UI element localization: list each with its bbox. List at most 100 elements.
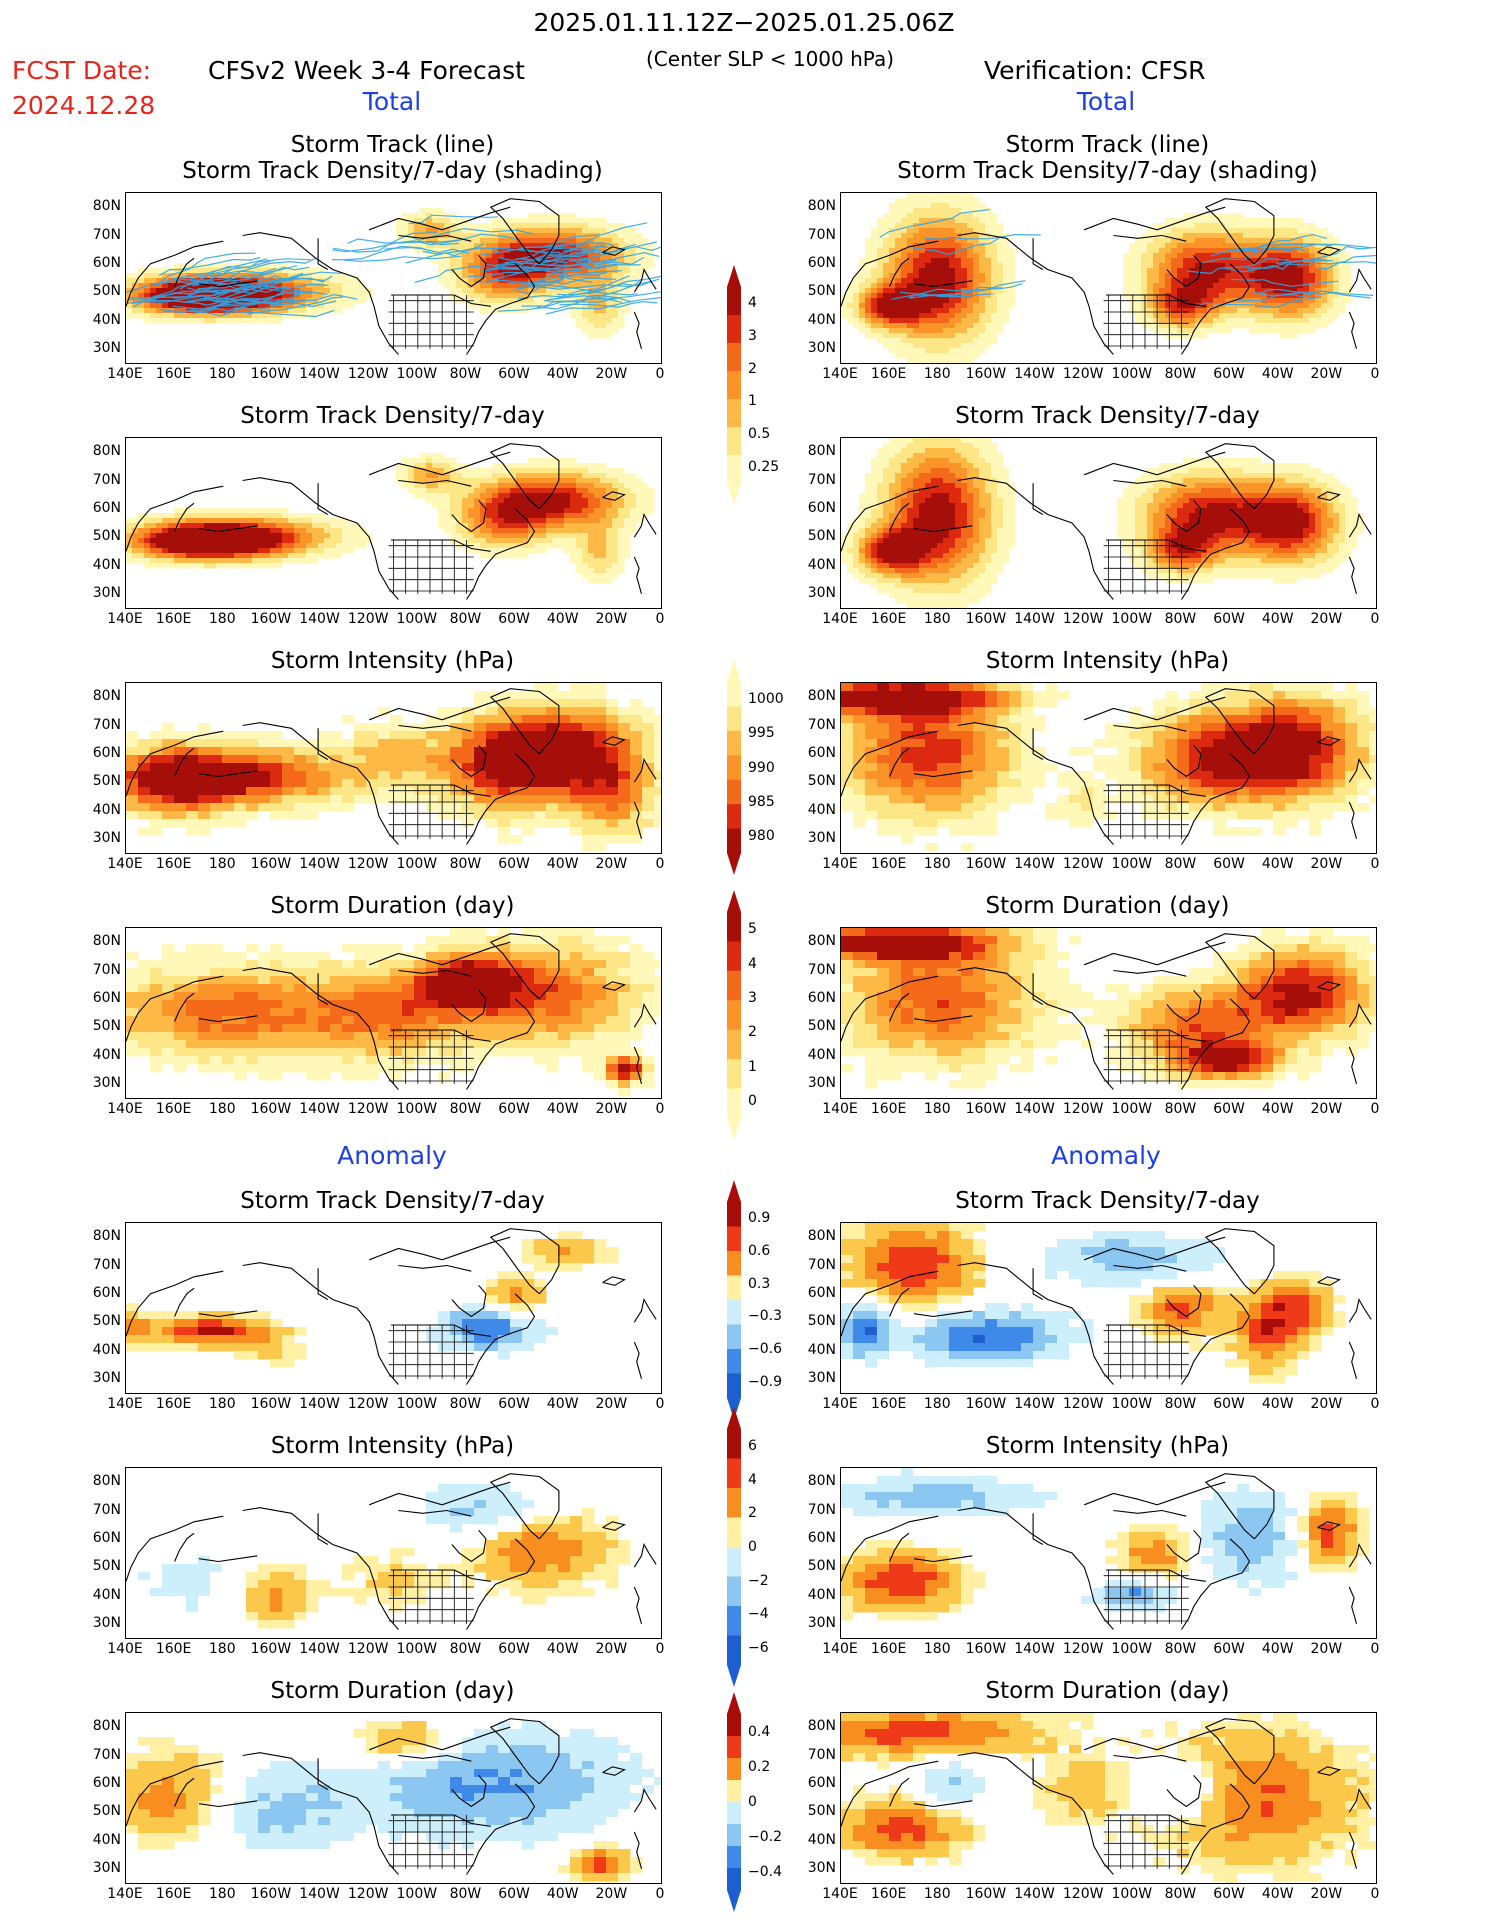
lat-label: 70N <box>807 1501 836 1518</box>
lon-label: 120W <box>347 1396 389 1412</box>
lat-label: 40N <box>807 311 836 328</box>
colorbar-tick-label: 3 <box>748 989 757 1006</box>
lat-label: 40N <box>92 1831 121 1848</box>
lon-label: 140W <box>299 1886 340 1902</box>
state-boundaries <box>1103 785 1189 839</box>
lon-label: 120W <box>1062 1641 1104 1657</box>
lon-label: 60W <box>1213 856 1245 872</box>
lon-label: 40W <box>1261 1101 1294 1117</box>
colorbar-intensity_anom <box>726 1407 742 1691</box>
lon-label: 140E <box>822 1641 858 1657</box>
shaded-field <box>126 683 661 852</box>
shaded-field <box>841 1223 1346 1384</box>
shaded-field <box>126 1713 661 1883</box>
lon-label: 140W <box>1014 1101 1055 1117</box>
state-boundaries <box>388 295 474 349</box>
colorbar-tick-label: 0.25 <box>748 458 780 475</box>
lon-label: 80W <box>449 1641 482 1657</box>
lon-label: 180 <box>923 1886 951 1902</box>
lon-label: 160E <box>155 611 192 627</box>
lon-label: 140W <box>299 1641 340 1657</box>
lon-label: 0 <box>1370 1396 1380 1412</box>
lon-label: 60W <box>498 1641 530 1657</box>
lat-label: 60N <box>92 499 121 516</box>
lon-label: 100W <box>396 1886 438 1902</box>
lon-label: 100W <box>1111 366 1153 382</box>
lon-label: 160W <box>250 1101 292 1117</box>
lon-label: 160E <box>155 366 192 382</box>
map-panel-right-duration <box>840 927 1377 1099</box>
panel-title: Storm Track (line) <box>1005 132 1210 158</box>
lat-label: 60N <box>807 499 836 516</box>
colorbar-tick-label: 0.6 <box>748 1243 771 1259</box>
lon-label: 160W <box>250 1886 292 1902</box>
lat-label: 50N <box>807 773 836 790</box>
lon-label: 120W <box>1062 856 1104 872</box>
colorbar-tick-label: 2 <box>748 360 757 377</box>
lon-label: 40W <box>546 611 579 627</box>
lon-label: 40W <box>546 1641 579 1657</box>
lat-label: 30N <box>807 1074 836 1091</box>
lon-label: 100W <box>1111 1641 1153 1657</box>
lat-label: 70N <box>92 226 121 243</box>
state-boundaries <box>388 785 474 839</box>
lat-label: 50N <box>92 1558 121 1575</box>
lon-label: 20W <box>595 366 628 382</box>
lon-label: 40W <box>1261 611 1294 627</box>
lon-label: 180 <box>923 611 951 627</box>
lat-label: 70N <box>92 1501 121 1518</box>
fcst-date-label: FCST Date: <box>12 56 152 85</box>
lat-label: 30N <box>807 1614 836 1631</box>
lat-label: 50N <box>807 283 836 300</box>
lat-label: 70N <box>807 1256 836 1273</box>
lat-label: 40N <box>807 1341 836 1358</box>
lon-label: 140E <box>822 366 858 382</box>
lat-label: 60N <box>807 1774 836 1791</box>
map-panel-right-aintensity <box>840 1467 1377 1639</box>
lon-label: 180 <box>208 1101 236 1117</box>
total-label-left: Total <box>362 87 422 116</box>
map-panel-right-aduration <box>840 1712 1377 1884</box>
lon-label: 180 <box>923 856 951 872</box>
lon-label: 140W <box>299 1396 340 1412</box>
lon-label: 160E <box>870 611 907 627</box>
lat-label: 30N <box>92 1859 121 1876</box>
lon-label: 0 <box>1370 366 1380 382</box>
colorbar-tick-label: 0 <box>748 1794 757 1810</box>
lat-label: 70N <box>807 471 836 488</box>
lon-label: 140W <box>1014 1886 1055 1902</box>
lon-label: 140W <box>299 1101 340 1117</box>
shaded-field <box>841 193 1352 363</box>
lat-label: 80N <box>92 1473 121 1490</box>
map-panel-left-density <box>125 437 662 609</box>
lon-label: 160E <box>870 1101 907 1117</box>
lat-label: 30N <box>92 829 121 846</box>
colorbar-tick-label: −4 <box>748 1606 769 1623</box>
anomaly-label-right: Anomaly <box>1051 1141 1161 1170</box>
lat-label: 50N <box>92 283 121 300</box>
fcst-date-value: 2024.12.28 <box>12 91 156 120</box>
colorbar-tick-label: 0 <box>748 1092 757 1109</box>
lon-label: 40W <box>546 366 579 382</box>
lat-label: 40N <box>92 1341 121 1358</box>
panel-title: Storm Duration (day) <box>985 1678 1230 1704</box>
coastline-outline <box>841 443 1372 600</box>
lon-label: 0 <box>655 1886 665 1902</box>
lon-label: 20W <box>595 1886 628 1902</box>
coastline-outline <box>126 443 657 600</box>
lon-label: 40W <box>546 1886 579 1902</box>
lon-label: 80W <box>449 1396 482 1412</box>
lon-label: 140W <box>1014 1641 1055 1657</box>
colorbar-tick-label: −0.2 <box>748 1829 782 1846</box>
lon-label: 180 <box>208 1396 236 1412</box>
lon-label: 100W <box>396 1641 438 1657</box>
state-boundaries <box>1103 295 1189 349</box>
lon-label: 120W <box>1062 1886 1104 1902</box>
lon-label: 40W <box>546 856 579 872</box>
colorbar-tick-label: 0 <box>748 1539 757 1555</box>
lon-label: 40W <box>1261 856 1294 872</box>
lat-label: 80N <box>92 443 121 460</box>
lon-label: 120W <box>347 366 389 382</box>
colorbar-density_total <box>726 265 742 509</box>
colorbar-density_anom <box>726 1180 742 1424</box>
